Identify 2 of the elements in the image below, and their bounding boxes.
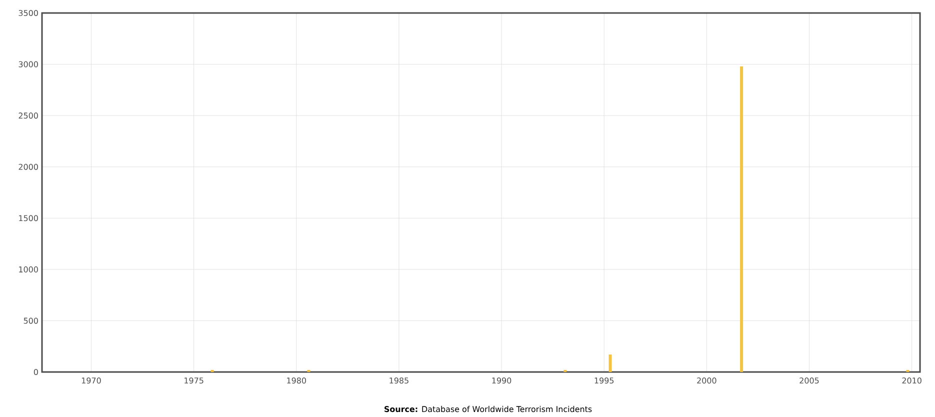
bar xyxy=(608,354,612,372)
bar xyxy=(740,66,744,372)
